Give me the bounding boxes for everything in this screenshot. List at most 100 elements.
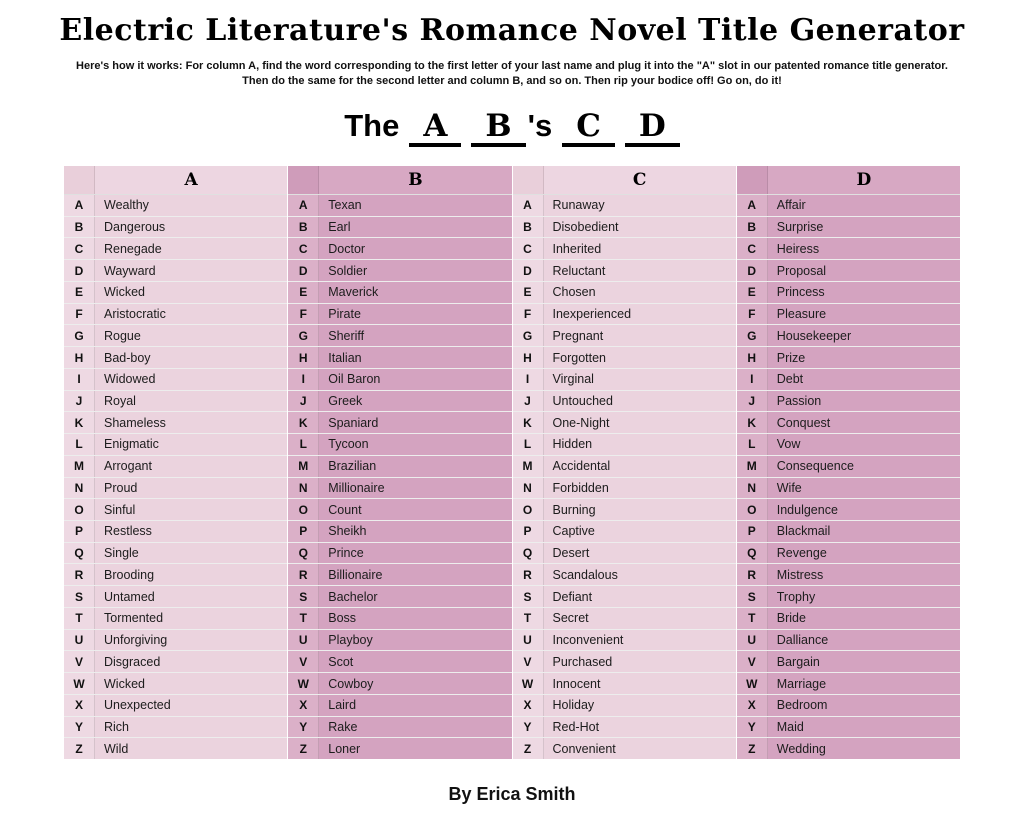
table-row: F Pirate <box>288 303 512 326</box>
row-letter: U <box>736 629 768 651</box>
table-row: Y Rake <box>288 716 512 739</box>
column-header-label: B <box>319 166 512 194</box>
row-letter: D <box>288 260 320 281</box>
row-letter: D <box>512 260 544 281</box>
row-letter: V <box>736 651 768 673</box>
table-row: L Vow <box>736 434 960 456</box>
table-row: X Unexpected <box>64 694 288 717</box>
row-letter: K <box>64 412 95 434</box>
row-letter: E <box>512 281 544 303</box>
row-letter: Q <box>288 542 320 564</box>
row-word: Unexpected <box>95 694 288 716</box>
table-row: J Greek <box>288 390 512 413</box>
table-row: T Boss <box>288 607 512 630</box>
table-row: V Bargain <box>736 651 960 674</box>
instructions-line-2: Then do the same for the second letter a… <box>242 75 782 87</box>
table-row: T Tormented <box>64 607 288 630</box>
table-row: R Scandalous <box>512 564 736 587</box>
row-letter: K <box>288 412 320 434</box>
table-row: B Earl <box>288 216 512 239</box>
row-letter: N <box>288 477 320 499</box>
table-row: Y Rich <box>64 716 288 739</box>
table-row: G Sheriff <box>288 325 512 348</box>
table-row: J Passion <box>736 390 960 413</box>
row-word: Dalliance <box>767 629 960 651</box>
row-letter: R <box>736 564 768 586</box>
row-letter: S <box>736 586 768 607</box>
column-header-label: C <box>543 166 736 194</box>
column-group-b: B A Texan B Earl C Doctor D Soldier E Maverick F Pir… <box>287 166 512 760</box>
row-word: Doctor <box>319 238 512 260</box>
column-header-row: B <box>288 166 512 195</box>
row-letter: C <box>736 238 768 260</box>
table-row: O Indulgence <box>736 499 960 522</box>
table-row: B Surprise <box>736 216 960 239</box>
table-row: R Brooding <box>64 564 288 587</box>
row-letter: L <box>512 434 544 455</box>
table-row: P Captive <box>512 521 736 543</box>
row-letter: B <box>736 216 768 238</box>
table-row: S Untamed <box>64 586 288 608</box>
row-letter: F <box>736 303 768 325</box>
table-row: T Secret <box>512 607 736 630</box>
row-word: Renegade <box>95 238 288 260</box>
row-word: Spaniard <box>319 412 512 434</box>
row-letter: B <box>512 216 544 238</box>
row-letter: U <box>288 629 320 651</box>
row-word: Tycoon <box>319 434 512 455</box>
row-word: Blackmail <box>767 521 960 542</box>
row-letter: R <box>288 564 320 586</box>
table-row: X Laird <box>288 694 512 717</box>
row-word: Proposal <box>767 260 960 281</box>
row-letter: Y <box>288 716 320 738</box>
row-letter: Z <box>512 738 544 760</box>
row-word: Passion <box>767 390 960 412</box>
table-row: F Inexperienced <box>512 303 736 326</box>
row-letter: V <box>512 651 544 673</box>
table-row: R Mistress <box>736 564 960 587</box>
template-slot-a: A <box>409 111 462 147</box>
row-letter: Y <box>736 716 768 738</box>
row-letter: N <box>64 477 95 499</box>
table-row: I Virginal <box>512 368 736 391</box>
row-letter: O <box>288 499 320 521</box>
table-row: K One-Night <box>512 412 736 435</box>
row-letter: X <box>736 694 768 716</box>
table-row: O Sinful <box>64 499 288 522</box>
row-letter: K <box>512 412 544 434</box>
table-row: C Inherited <box>512 238 736 261</box>
table-row: E Chosen <box>512 281 736 304</box>
table-row: C Renegade <box>64 238 288 261</box>
table-row: K Spaniard <box>288 412 512 435</box>
row-letter: Y <box>64 716 95 738</box>
row-word: Desert <box>543 542 736 564</box>
row-letter: F <box>288 303 320 325</box>
row-word: Enigmatic <box>95 434 288 455</box>
table-row: U Playboy <box>288 629 512 652</box>
row-letter: G <box>512 325 544 347</box>
table-row: M Brazilian <box>288 455 512 478</box>
row-word: Pleasure <box>767 303 960 325</box>
row-letter: Z <box>64 738 95 760</box>
row-word: Boss <box>319 607 512 629</box>
row-letter: F <box>512 303 544 325</box>
row-word: Inherited <box>543 238 736 260</box>
column-group-d: D A Affair B Surprise C Heiress D Proposal E Princ… <box>735 166 960 760</box>
column-header-spacer <box>288 166 320 194</box>
table-row: R Billionaire <box>288 564 512 587</box>
row-word: Wayward <box>95 260 288 281</box>
row-letter: C <box>512 238 544 260</box>
table-row: H Italian <box>288 347 512 369</box>
row-word: Single <box>95 542 288 564</box>
row-word: Oil Baron <box>319 368 512 390</box>
row-letter: D <box>736 260 768 281</box>
row-word: Inexperienced <box>543 303 736 325</box>
row-word: Marriage <box>767 673 960 694</box>
table-row: O Count <box>288 499 512 522</box>
table-row: N Proud <box>64 477 288 500</box>
row-word: Texan <box>319 195 512 216</box>
row-letter: O <box>512 499 544 521</box>
row-word: Billionaire <box>319 564 512 586</box>
table-row: E Princess <box>736 281 960 304</box>
row-word: Affair <box>767 195 960 216</box>
